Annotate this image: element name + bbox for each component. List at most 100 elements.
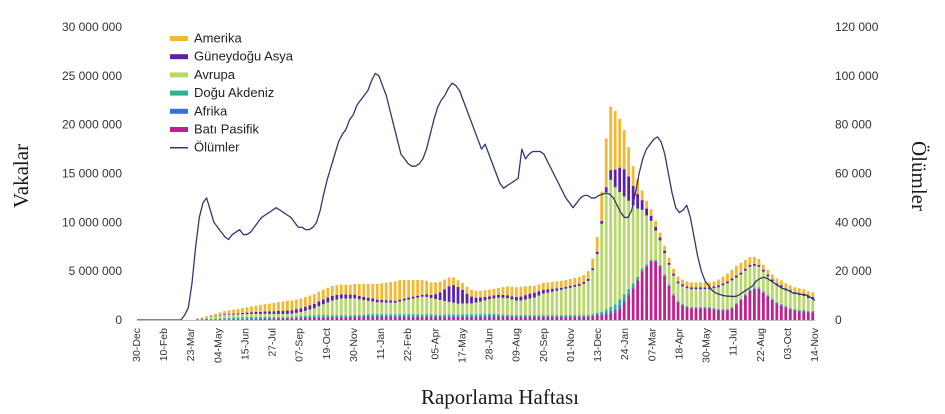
bar-guneydogu	[537, 291, 541, 296]
bar-dogu_akdeniz	[788, 307, 792, 309]
bar-amerika	[479, 290, 482, 298]
bar-afrika	[312, 316, 316, 318]
bar-avrupa	[532, 297, 536, 316]
bar-afrika	[443, 316, 446, 318]
bar-guneydogu	[497, 294, 500, 298]
bar-bati_pasifik	[236, 319, 240, 320]
bar-avrupa	[788, 292, 792, 308]
bar-avrupa	[299, 312, 303, 316]
y2-tick-label: 20 000	[835, 264, 872, 278]
bar-afrika	[568, 316, 572, 318]
bar-avrupa	[402, 300, 406, 315]
bar-bati_pasifik	[802, 311, 806, 320]
bar-bati_pasifik	[411, 317, 415, 320]
bar-guneydogu	[658, 237, 662, 241]
legend-swatch-avrupa	[170, 72, 188, 78]
bar-dogu_akdeniz	[335, 315, 339, 317]
bar-amerika	[214, 313, 217, 316]
bar-bati_pasifik	[537, 317, 541, 320]
bar-afrika	[416, 316, 420, 318]
bar-guneydogu	[627, 176, 631, 201]
x-tick-label: 09-Aug	[511, 328, 523, 362]
bar-amerika	[434, 282, 437, 295]
bar-bati_pasifik	[339, 317, 343, 320]
bar-avrupa	[281, 313, 285, 317]
bar-avrupa	[245, 314, 249, 318]
bar-amerika	[357, 284, 361, 296]
bar-guneydogu	[712, 286, 716, 289]
bar-dogu_akdeniz	[366, 314, 370, 316]
bar-avrupa	[595, 254, 599, 313]
bar-dogu_akdeniz	[577, 315, 581, 317]
bar-bati_pasifik	[357, 317, 361, 320]
bar-bati_pasifik	[757, 288, 761, 320]
bar-afrika	[586, 316, 590, 318]
bar-bati_pasifik	[595, 315, 599, 320]
bar-amerika	[681, 279, 684, 285]
bar-avrupa	[366, 300, 370, 315]
bar-dogu_akdeniz	[564, 315, 568, 317]
x-tick-label: 28-Jun	[484, 328, 496, 360]
bar-avrupa	[618, 192, 622, 300]
bar-avrupa	[443, 300, 446, 315]
bar-dogu_akdeniz	[694, 306, 698, 308]
x-tick-label: 30-Dec	[131, 328, 143, 362]
bar-afrika	[501, 315, 505, 318]
bar-amerika	[699, 282, 702, 288]
bar-amerika	[793, 287, 797, 293]
bar-dogu_akdeniz	[416, 314, 420, 317]
bar-guneydogu	[770, 279, 774, 282]
bar-bati_pasifik	[286, 318, 289, 320]
bar-dogu_akdeniz	[546, 315, 550, 317]
bar-amerika	[573, 278, 577, 285]
bar-afrika	[618, 305, 622, 309]
bar-dogu_akdeniz	[752, 287, 756, 289]
bar-amerika	[286, 300, 289, 311]
bar-avrupa	[465, 303, 469, 315]
bar-dogu_akdeniz	[389, 314, 393, 316]
bar-guneydogu	[622, 169, 626, 197]
bar-afrika	[303, 317, 307, 319]
bar-dogu_akdeniz	[515, 315, 518, 317]
bar-avrupa	[375, 302, 379, 315]
legend-label-dogu_akdeniz: Doğu Akdeniz	[194, 85, 274, 100]
bar-avrupa	[205, 317, 208, 320]
bar-dogu_akdeniz	[591, 314, 595, 316]
bar-guneydogu	[339, 294, 343, 299]
bar-avrupa	[541, 293, 545, 316]
bar-amerika	[398, 280, 402, 300]
bar-afrika	[420, 316, 424, 318]
bar-afrika	[559, 316, 563, 318]
bar-bati_pasifik	[393, 317, 397, 320]
bar-afrika	[613, 309, 617, 313]
bar-guneydogu	[703, 287, 707, 290]
bar-afrika	[591, 315, 595, 317]
bar-guneydogu	[721, 283, 725, 286]
y2-tick-label: 40 000	[835, 215, 872, 229]
bar-dogu_akdeniz	[326, 315, 330, 317]
bar-guneydogu	[501, 294, 505, 298]
bar-guneydogu	[766, 274, 770, 277]
bar-afrika	[250, 318, 253, 320]
bar-guneydogu	[690, 287, 693, 290]
bar-bati_pasifik	[788, 309, 792, 320]
bar-avrupa	[721, 285, 725, 309]
bar-avrupa	[425, 296, 428, 315]
bar-afrika	[357, 315, 361, 318]
bar-guneydogu	[232, 313, 235, 315]
bar-avrupa	[627, 200, 631, 289]
bar-afrika	[640, 270, 644, 272]
bar-avrupa	[389, 302, 393, 315]
bar-bati_pasifik	[721, 310, 725, 320]
bar-bati_pasifik	[380, 317, 384, 320]
bar-guneydogu	[654, 226, 657, 231]
bar-avrupa	[371, 301, 375, 315]
x-tick-label: 18-Apr	[673, 327, 685, 359]
bar-amerika	[797, 288, 801, 294]
bar-dogu_akdeniz	[766, 295, 770, 297]
bar-avrupa	[600, 223, 604, 312]
bar-afrika	[380, 315, 384, 318]
bar-amerika	[667, 257, 671, 263]
bar-dogu_akdeniz	[272, 316, 276, 318]
